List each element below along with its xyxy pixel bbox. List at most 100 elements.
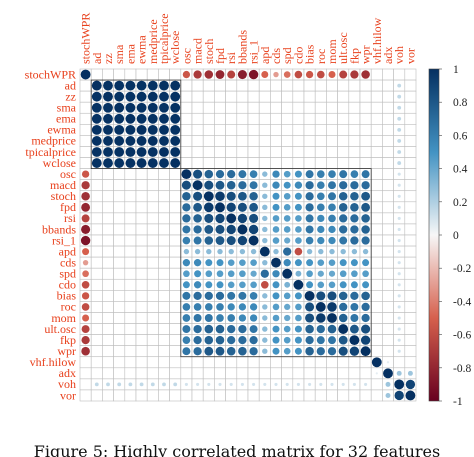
corr-osc-cds	[272, 170, 280, 178]
corr-tpicalprice-ewma	[136, 147, 147, 157]
grid-cell	[370, 157, 383, 169]
grid-cell	[337, 367, 350, 380]
corr-voh-ema	[128, 382, 133, 387]
column-label-spd: spd	[280, 47, 294, 64]
grid-cell	[404, 146, 417, 158]
corr-macd-cdo	[294, 181, 303, 189]
grid-cell	[348, 79, 361, 92]
corr-rsi-fkp	[350, 214, 359, 223]
grid-cell	[404, 245, 417, 258]
corr-rsi_1-voh	[397, 238, 401, 243]
row-label-cds: cds	[60, 255, 76, 269]
corr-fkp-spd	[283, 336, 291, 344]
grid-cell	[158, 301, 170, 313]
corr-ad-ema	[125, 80, 136, 91]
corr-ult.osc-osc	[182, 325, 191, 334]
corr-roc-stochWPR	[81, 303, 90, 311]
grid-cell	[382, 179, 394, 192]
corr-vor-voh	[394, 390, 404, 401]
corr-ult.osc-roc	[316, 324, 325, 334]
grid-cell	[404, 124, 417, 136]
grid-cell	[382, 301, 394, 313]
corr-mom-spd	[284, 314, 291, 322]
corr-fpd-cds	[272, 203, 280, 211]
corr-wclose-zz	[103, 158, 113, 168]
corr-sma-ad	[91, 102, 102, 113]
grid-cell	[247, 101, 260, 114]
column-label-stochWPR: stochWPR	[79, 13, 93, 64]
grid-cell	[370, 146, 383, 158]
grid-cell	[135, 267, 148, 280]
grid-cell	[370, 79, 383, 92]
corr-osc-apd	[262, 171, 268, 177]
grid-cell	[146, 290, 159, 302]
grid-cell	[270, 146, 282, 158]
grid-cell	[135, 212, 148, 225]
corr-zz-ewma	[136, 91, 147, 102]
corr-bias-stochWPR	[81, 292, 90, 300]
corr-spd-stoch	[205, 270, 213, 278]
corr-rsi_1-wpr	[361, 236, 370, 245]
corr-cds-apd	[262, 259, 268, 266]
grid-cell	[135, 278, 148, 291]
grid-cell	[90, 301, 103, 313]
row-label-medprice: medprice	[31, 134, 76, 148]
grid-cell	[79, 112, 92, 125]
grid-cell	[359, 90, 372, 103]
corr-stochWPR-stoch	[204, 70, 214, 79]
grid-cell	[303, 79, 316, 92]
grid-cell	[404, 256, 417, 269]
grid-cell	[348, 90, 361, 103]
corr-bbands-apd	[262, 226, 268, 233]
column-label-bbands: bbands	[235, 30, 249, 64]
column-label-zz: zz	[101, 53, 115, 64]
corr-apd-fkp	[351, 248, 358, 255]
colorbar-tick-label: 0.2	[453, 197, 468, 209]
corr-rsi_1-rsi	[226, 235, 236, 246]
grid-cell	[102, 68, 114, 81]
grid-cell	[303, 367, 316, 380]
corr-fkp-macd	[193, 336, 202, 345]
corr-cds-cds	[271, 257, 281, 268]
grid-cell	[281, 79, 294, 92]
corr-stoch-macd	[193, 191, 203, 201]
row-label-spd: spd	[59, 267, 76, 281]
corr-sma-sma	[114, 102, 125, 113]
corr-ad-tpicalprice	[159, 80, 169, 91]
corr-roc-macd	[193, 303, 202, 311]
grid-cell	[180, 90, 193, 103]
grid-cell	[214, 356, 226, 369]
grid-cell	[370, 290, 383, 302]
colorbar-tick-label: -1	[453, 396, 463, 408]
corr-fkp-rsi	[227, 336, 236, 345]
corr-voh-apd	[263, 382, 267, 386]
corr-macd-macd	[192, 180, 203, 191]
grid-cell	[113, 356, 126, 369]
grid-cell	[382, 201, 394, 214]
grid-cell	[169, 256, 182, 269]
grid-cell	[191, 124, 204, 136]
corr-rsi-voh	[397, 216, 401, 220]
grid-cell	[202, 90, 215, 103]
corr-cdo-spd	[284, 281, 291, 288]
corr-roc-mom	[327, 302, 337, 312]
grid-cell	[202, 367, 215, 380]
grid-cell	[370, 190, 383, 203]
corr-stoch-fpd	[215, 191, 225, 202]
corr-bias-macd	[193, 291, 202, 300]
grid-cell	[225, 135, 238, 147]
corr-macd-rsi	[226, 180, 236, 190]
corr-stochWPR-ult.osc	[339, 70, 348, 79]
corr-bbands-fpd	[215, 224, 225, 235]
corr-macd-roc	[316, 181, 325, 190]
corr-wpr-apd	[262, 348, 268, 354]
corr-rsi-rsi	[226, 213, 237, 224]
grid-cell	[382, 278, 394, 291]
grid-cell	[102, 356, 114, 369]
grid-cell	[214, 146, 226, 158]
corr-rsi_1-roc	[317, 236, 325, 245]
corr-ewma-tpicalprice	[159, 124, 169, 135]
corr-voh-vor	[405, 379, 416, 390]
grid-cell	[382, 234, 394, 247]
corr-rsi_1-ult.osc	[339, 236, 348, 245]
